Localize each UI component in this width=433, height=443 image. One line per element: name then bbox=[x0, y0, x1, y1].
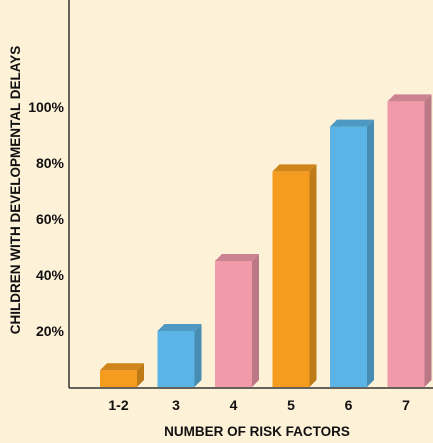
bar bbox=[100, 363, 144, 387]
bar bbox=[387, 94, 432, 388]
x-tick-label: 6 bbox=[345, 397, 353, 413]
bar bbox=[157, 324, 202, 387]
bar-top bbox=[272, 164, 317, 172]
bar-side bbox=[367, 119, 374, 387]
x-tick-label: 7 bbox=[402, 397, 410, 413]
bars-group bbox=[100, 94, 432, 388]
bar-side bbox=[194, 324, 202, 387]
y-tick-label: 40% bbox=[36, 267, 65, 283]
x-tick-label: 5 bbox=[287, 397, 295, 413]
bar bbox=[272, 164, 317, 387]
bar-top bbox=[157, 324, 202, 331]
bar-top bbox=[387, 94, 432, 102]
x-axis-title: NUMBER OF RISK FACTORS bbox=[164, 424, 350, 439]
bar-side bbox=[309, 164, 317, 387]
bar-side bbox=[424, 94, 432, 388]
bar-front bbox=[330, 126, 367, 387]
y-tick-label: 100% bbox=[28, 99, 64, 115]
bar-front bbox=[215, 261, 252, 387]
x-tick-label: 3 bbox=[172, 397, 180, 413]
y-axis-title: CHILDREN WITH DEVELOPMENTAL DELAYS bbox=[8, 46, 23, 335]
y-tick-labels: 20% 40% 60% 80% 100% bbox=[28, 99, 64, 339]
y-tick-label: 60% bbox=[36, 211, 65, 227]
bar-front bbox=[100, 370, 137, 387]
bar-top bbox=[215, 254, 259, 261]
bar bbox=[215, 254, 259, 387]
y-tick-label: 20% bbox=[36, 323, 65, 339]
bar-side bbox=[252, 254, 259, 387]
bar bbox=[330, 119, 374, 387]
bar-side bbox=[137, 363, 144, 387]
bar-front bbox=[272, 171, 310, 387]
bar-front bbox=[387, 101, 425, 388]
x-tick-label: 4 bbox=[230, 397, 238, 413]
bar-top bbox=[330, 119, 374, 127]
y-tick-label: 80% bbox=[36, 155, 65, 171]
x-tick-label: 1-2 bbox=[108, 397, 128, 413]
x-tick-labels: 1-2 3 4 5 6 7 bbox=[108, 397, 410, 413]
bar-front bbox=[157, 331, 195, 387]
bar-top bbox=[100, 363, 144, 371]
